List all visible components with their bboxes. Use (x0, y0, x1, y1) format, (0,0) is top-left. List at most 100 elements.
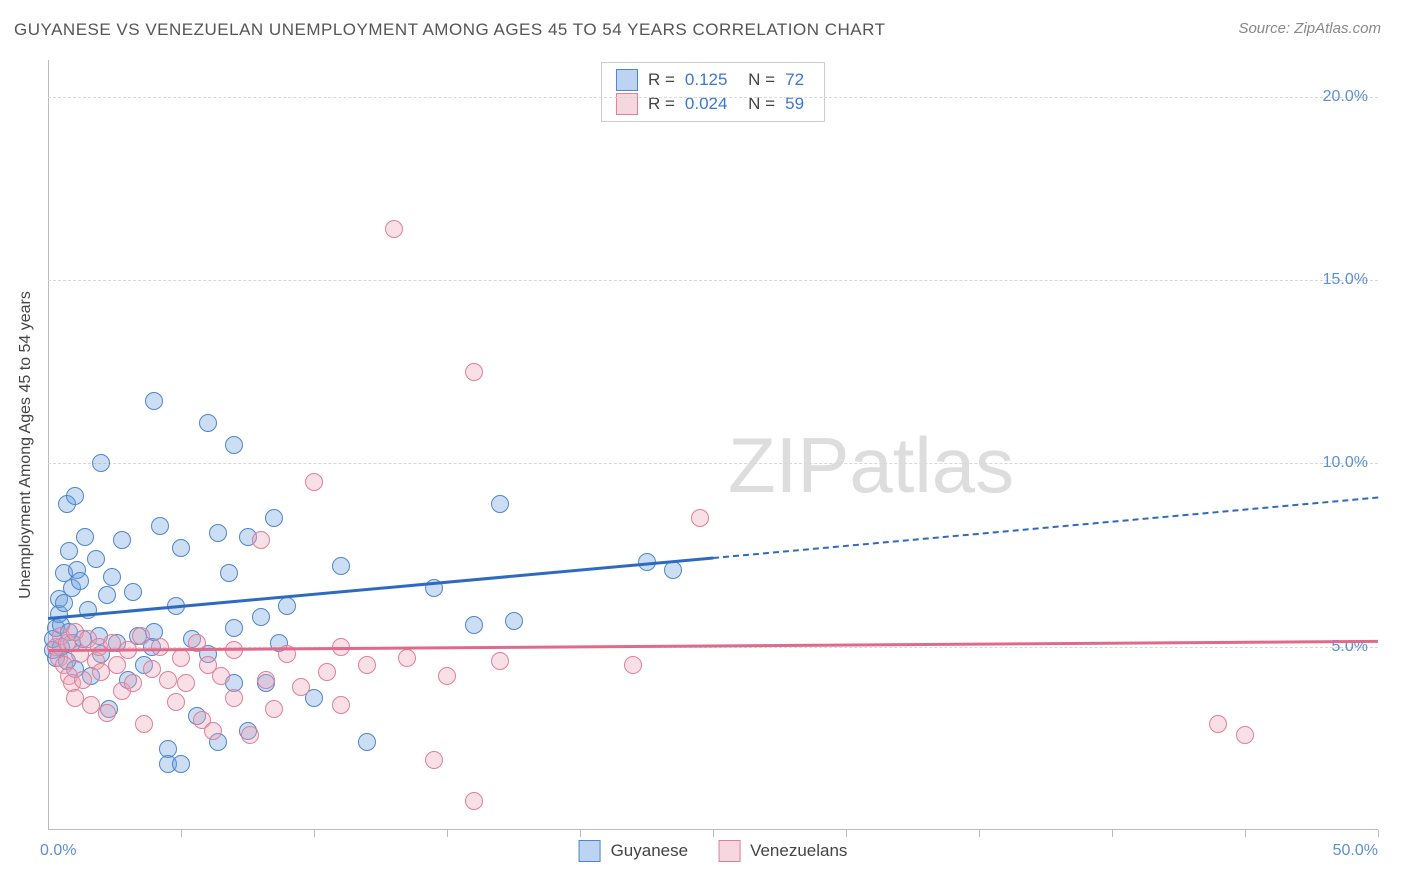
data-point (257, 671, 275, 689)
y-tick-label: 15.0% (1323, 271, 1378, 289)
trend-line (48, 557, 713, 620)
data-point (220, 564, 238, 582)
y-tick-label: 20.0% (1323, 88, 1378, 106)
data-point (177, 674, 195, 692)
data-point (1209, 715, 1227, 733)
data-point (172, 755, 190, 773)
grid-line (48, 97, 1378, 98)
stat-r-label: R = (648, 92, 675, 116)
x-tick (181, 830, 182, 837)
stats-row: R = 0.024 N = 59 (616, 92, 810, 116)
data-point (241, 726, 259, 744)
data-point (151, 517, 169, 535)
data-point (209, 524, 227, 542)
data-point (98, 704, 116, 722)
legend-swatch (718, 840, 740, 862)
grid-line (48, 463, 1378, 464)
data-point (491, 495, 509, 513)
data-point (74, 671, 92, 689)
data-point (108, 656, 126, 674)
data-point (225, 619, 243, 637)
x-max-label: 50.0% (1333, 842, 1378, 860)
x-origin-label: 0.0% (40, 842, 76, 860)
data-point (318, 663, 336, 681)
x-tick (314, 830, 315, 837)
data-point (265, 700, 283, 718)
x-tick (846, 830, 847, 837)
data-point (278, 597, 296, 615)
y-tick-label: 10.0% (1323, 454, 1378, 472)
chart-plot: Unemployment Among Ages 45 to 54 years 0… (48, 60, 1378, 830)
data-point (358, 656, 376, 674)
data-point (438, 667, 456, 685)
data-point (172, 649, 190, 667)
data-point (358, 733, 376, 751)
data-point (465, 363, 483, 381)
legend-item: Venezuelans (718, 840, 847, 862)
data-point (1236, 726, 1254, 744)
data-point (425, 751, 443, 769)
data-point (491, 652, 509, 670)
data-point (151, 638, 169, 656)
data-point (292, 678, 310, 696)
data-point (691, 509, 709, 527)
data-point (252, 608, 270, 626)
stats-row: R = 0.125 N = 72 (616, 68, 810, 92)
legend-label: Guyanese (611, 841, 689, 861)
x-tick (580, 830, 581, 837)
source-label: Source: ZipAtlas.com (1238, 20, 1381, 37)
x-tick (1112, 830, 1113, 837)
stat-n-label: N = (743, 68, 775, 92)
data-point (225, 689, 243, 707)
y-axis-line (48, 60, 49, 830)
data-point (172, 539, 190, 557)
data-point (60, 542, 78, 560)
data-point (87, 550, 105, 568)
trend-line (48, 639, 1378, 651)
data-point (624, 656, 642, 674)
y-axis-title: Unemployment Among Ages 45 to 54 years (17, 291, 35, 599)
data-point (305, 473, 323, 491)
x-tick (713, 830, 714, 837)
grid-line (48, 280, 1378, 281)
x-tick (979, 830, 980, 837)
x-tick (1245, 830, 1246, 837)
legend-swatch (616, 69, 638, 91)
x-tick (447, 830, 448, 837)
data-point (398, 649, 416, 667)
data-point (76, 528, 94, 546)
chart-container: GUYANESE VS VENEZUELAN UNEMPLOYMENT AMON… (0, 0, 1406, 892)
data-point (132, 627, 150, 645)
stat-n-label: N = (743, 92, 775, 116)
stat-n-value: 59 (785, 92, 804, 116)
stat-r-value: 0.024 (685, 92, 728, 116)
series-legend: Guyanese Venezuelans (579, 840, 848, 862)
data-point (159, 671, 177, 689)
data-point (71, 572, 89, 590)
legend-label: Venezuelans (750, 841, 847, 861)
data-point (465, 616, 483, 634)
data-point (66, 487, 84, 505)
data-point (265, 509, 283, 527)
data-point (98, 586, 116, 604)
data-point (225, 436, 243, 454)
data-point (332, 557, 350, 575)
data-point (465, 792, 483, 810)
stat-r-value: 0.125 (685, 68, 728, 92)
watermark-bold: ZIP (728, 421, 849, 509)
watermark: ZIPatlas (728, 420, 1014, 511)
chart-title: GUYANESE VS VENEZUELAN UNEMPLOYMENT AMON… (14, 20, 885, 40)
data-point (103, 568, 121, 586)
watermark-light: atlas (849, 421, 1014, 509)
stat-r-label: R = (648, 68, 675, 92)
data-point (143, 660, 161, 678)
data-point (385, 220, 403, 238)
data-point (252, 531, 270, 549)
data-point (113, 531, 131, 549)
stat-n-value: 72 (785, 68, 804, 92)
stats-legend: R = 0.125 N = 72 R = 0.024 N = 59 (601, 62, 825, 122)
data-point (199, 414, 217, 432)
data-point (167, 693, 185, 711)
x-tick (1378, 830, 1379, 837)
legend-item: Guyanese (579, 840, 689, 862)
